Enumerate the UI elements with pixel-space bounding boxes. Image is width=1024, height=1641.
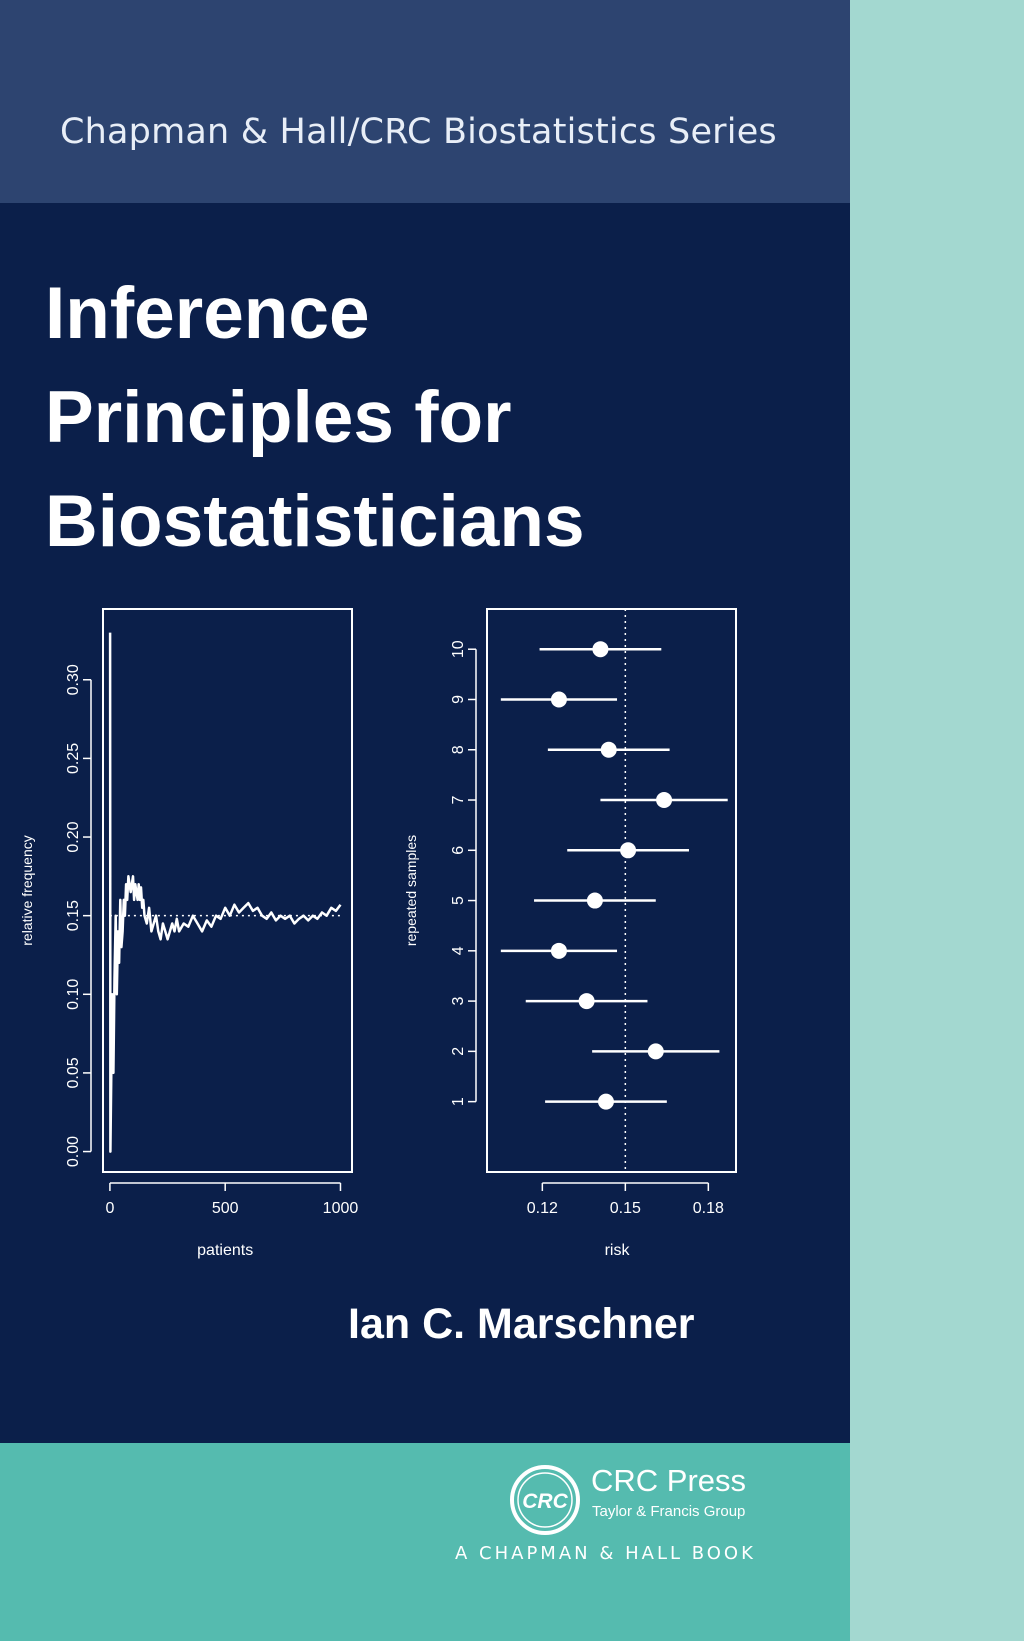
main-panel xyxy=(0,203,850,1443)
chart2-point xyxy=(597,1093,614,1110)
chart2-y-tick-label: 3 xyxy=(450,997,467,1006)
imprint-text: A CHAPMAN & HALL BOOK xyxy=(455,1543,756,1564)
chart2-point xyxy=(586,892,603,909)
chart2-y-tick-label: 10 xyxy=(450,640,467,658)
chart2-x-axis-label: risk xyxy=(605,1242,631,1259)
chart1-y-tick-label: 0.25 xyxy=(65,743,82,774)
book-title-line-1: Inference xyxy=(45,273,370,354)
chart2-point xyxy=(578,993,595,1010)
chart2-frame xyxy=(486,608,737,1173)
series-band: Chapman & Hall/CRC Biostatistics Series xyxy=(0,0,850,203)
chart1-x-tick-label: 0 xyxy=(105,1200,114,1217)
book-title-line-2: Principles for xyxy=(45,377,512,458)
chart1-y-tick-label: 0.10 xyxy=(65,979,82,1010)
chart1-x-tick-label: 500 xyxy=(212,1200,239,1217)
chart2-point xyxy=(620,842,637,859)
chart1-y-tick-label: 0.05 xyxy=(65,1057,82,1088)
chart2-y-tick-label: 2 xyxy=(450,1047,467,1056)
publisher-name: CRC Press xyxy=(591,1463,747,1498)
series-title: Chapman & Hall/CRC Biostatistics Series xyxy=(60,112,777,152)
publisher-band xyxy=(0,1443,850,1641)
chart2-y-tick-label: 4 xyxy=(450,946,467,955)
chart1-series-line xyxy=(108,632,342,1153)
chart2-y-axis-label: repeated samples xyxy=(403,835,419,946)
chart2-y-tick-label: 7 xyxy=(450,795,467,804)
chart2-point xyxy=(656,792,673,809)
crc-seal-text: CRC xyxy=(522,1490,568,1513)
chart1-x-tick-label: 1000 xyxy=(323,1200,359,1217)
cover-spine-strip xyxy=(850,0,1024,1641)
chart1-y-tick-label: 0.30 xyxy=(65,664,82,695)
chart1-frame xyxy=(102,608,353,1173)
chart1-y-tick-label: 0.15 xyxy=(65,900,82,931)
chart2-y-tick-label: 5 xyxy=(450,896,467,905)
chart2-y-tick-label: 6 xyxy=(450,846,467,855)
chart2-y-tick-label: 9 xyxy=(450,695,467,704)
chart1-y-tick-label: 0.20 xyxy=(65,821,82,852)
chart2-point xyxy=(647,1043,664,1060)
book-title-line-3: Biostatisticians xyxy=(45,481,585,562)
chart2-point xyxy=(550,691,567,708)
publisher-group: Taylor & Francis Group xyxy=(592,1503,746,1520)
author-name: Ian C. Marschner xyxy=(348,1300,695,1348)
chart2-x-tick-label: 0.18 xyxy=(693,1200,724,1217)
crc-seal-icon: CRC xyxy=(510,1465,580,1535)
chart1-y-axis-label: relative frequency xyxy=(19,835,35,946)
chart2-y-tick-label: 1 xyxy=(450,1097,467,1106)
chart1-x-axis-label: patients xyxy=(197,1242,253,1259)
chart2-x-tick-label: 0.12 xyxy=(527,1200,558,1217)
chart1-y-tick-label: 0.00 xyxy=(65,1136,82,1167)
chart2-y-tick-label: 8 xyxy=(450,745,467,754)
chart2-point xyxy=(550,942,567,959)
book-title: Inference Principles for Biostatistician… xyxy=(45,262,585,574)
cover-figures: 0 500 1000 patients 0.00 0.05 0.10 0.15 0.20 0.25… xyxy=(19,608,737,1259)
chart2-point xyxy=(600,741,617,758)
chart2-point xyxy=(592,641,609,658)
chart2-x-tick-label: 0.15 xyxy=(610,1200,641,1217)
